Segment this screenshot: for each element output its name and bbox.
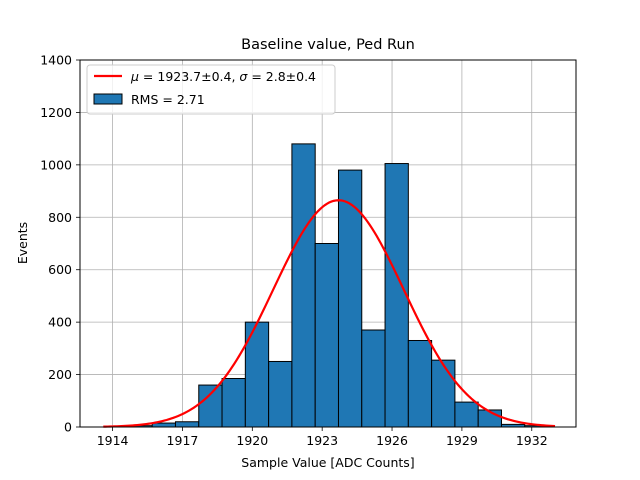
y-tick-label: 0 <box>64 420 72 435</box>
chart-title: Baseline value, Ped Run <box>241 37 415 53</box>
histogram-bar <box>384 163 409 428</box>
histogram-bar <box>221 378 246 428</box>
histogram-bar <box>361 329 386 428</box>
histogram-bar <box>314 243 339 428</box>
axes-frame <box>79 59 577 428</box>
x-tick-label: 1920 <box>236 433 268 448</box>
y-tick-label: 400 <box>48 315 72 330</box>
y-axis-label: Events <box>15 222 30 264</box>
histogram-bar <box>268 360 293 428</box>
legend-hist-patch-swatch <box>93 93 123 105</box>
gaussian-fit-curve <box>103 199 556 428</box>
y-tick-label: 1200 <box>40 105 72 120</box>
legend-mu-text: = 1923.7±0.4, <box>139 69 239 84</box>
x-tick-label: 1914 <box>97 433 129 448</box>
y-axis-ticks: 0 200 400 600 800 1000 1200 1400 <box>40 53 80 435</box>
y-tick-label: 1400 <box>40 53 72 68</box>
legend-sigma-symbol: σ <box>239 69 248 84</box>
y-tick-label: 800 <box>48 210 72 225</box>
y-tick-label: 200 <box>48 367 72 382</box>
histogram-bar <box>454 401 479 428</box>
legend-fit-label: μ = 1923.7±0.4, σ = 2.8±0.4 <box>130 69 316 84</box>
histogram-bar <box>174 421 200 428</box>
y-tick-label: 1000 <box>40 157 72 172</box>
x-tick-label: 1932 <box>516 433 548 448</box>
histogram-bar <box>431 359 456 428</box>
y-tick-label: 600 <box>48 262 72 277</box>
x-axis-label: Sample Value [ADC Counts] <box>241 455 414 470</box>
legend-hist-label: RMS = 2.71 <box>131 92 205 107</box>
histogram-bar <box>291 143 316 428</box>
plot-area: 1914 1917 1920 1923 1926 1929 1932 0 200 400 600 8… <box>40 53 577 448</box>
legend-sigma-text: = 2.8±0.4 <box>247 69 316 84</box>
histogram-bar <box>337 169 363 428</box>
x-tick-label: 1917 <box>167 433 199 448</box>
x-tick-label: 1926 <box>376 433 408 448</box>
legend: μ = 1923.7±0.4, σ = 2.8±0.4 RMS = 2.71 <box>86 64 336 115</box>
histogram-bars <box>105 143 549 428</box>
x-tick-label: 1929 <box>446 433 478 448</box>
legend-mu-symbol: μ <box>130 69 139 84</box>
histogram-bar <box>198 384 223 428</box>
legend-frame <box>86 64 336 115</box>
x-axis-ticks: 1914 1917 1920 1923 1926 1929 1932 <box>97 427 548 448</box>
histogram-bar <box>407 339 433 428</box>
x-tick-label: 1923 <box>306 433 338 448</box>
